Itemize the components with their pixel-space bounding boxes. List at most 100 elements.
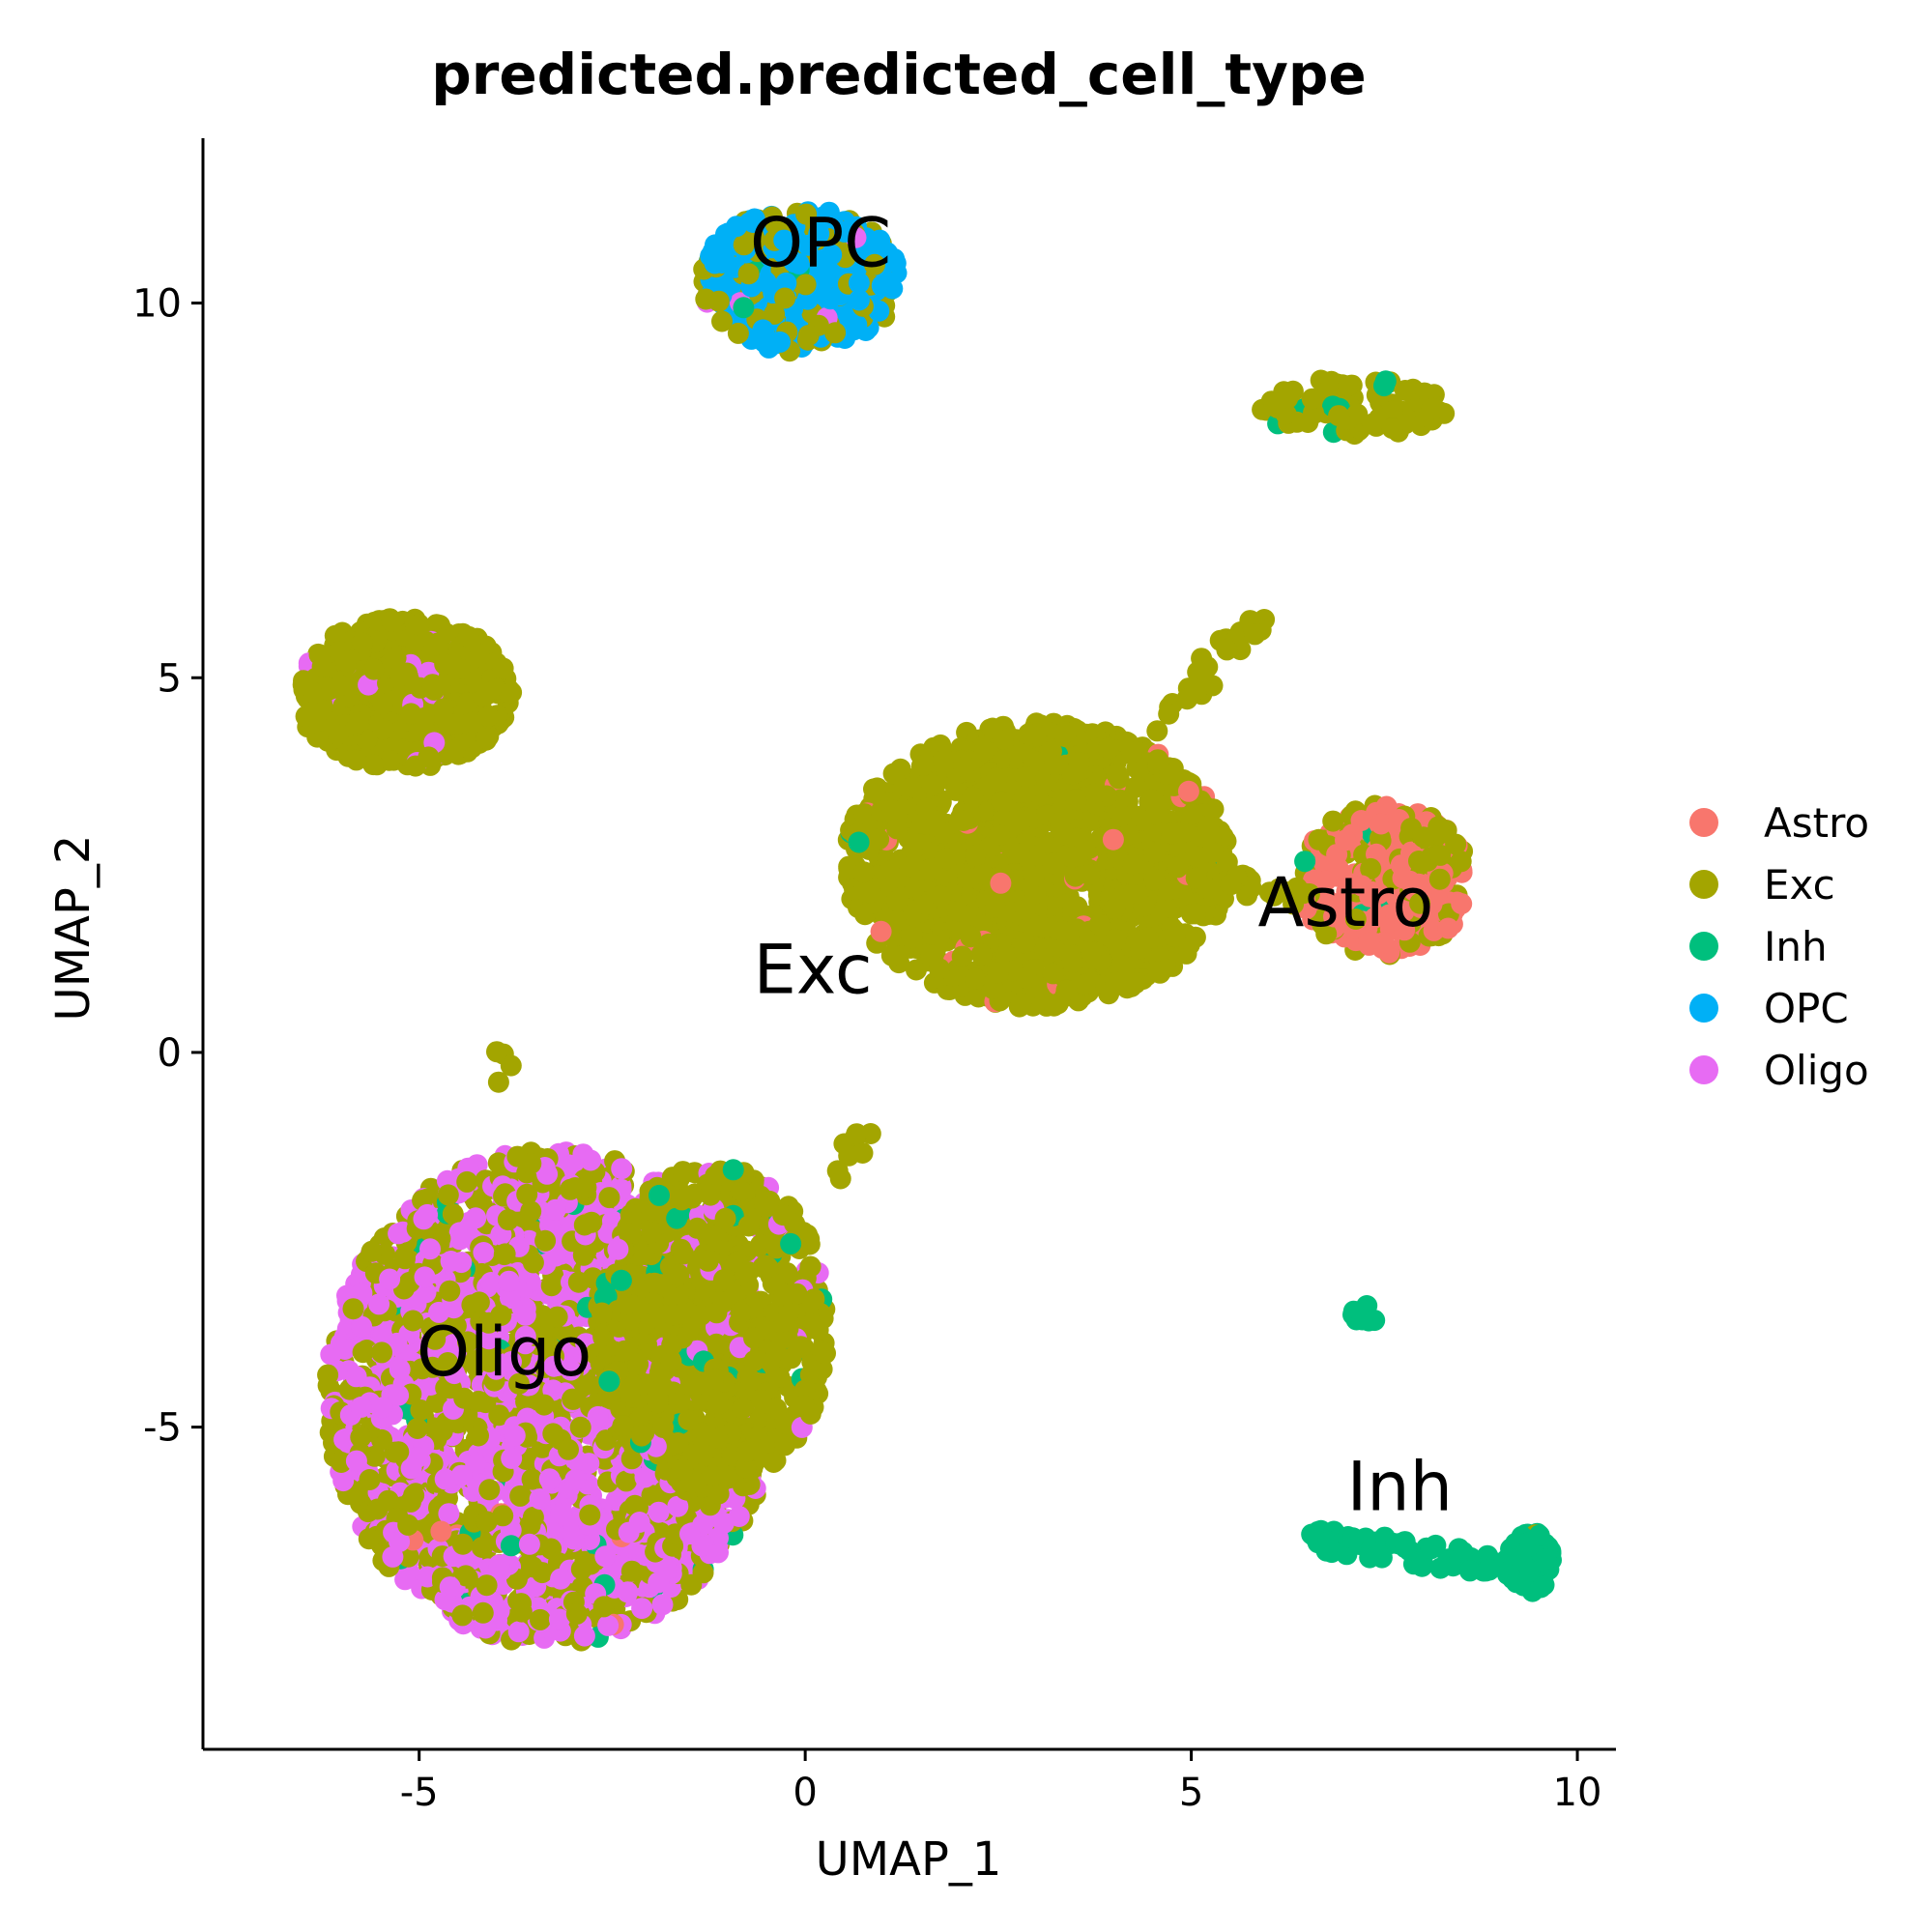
point-exc — [1015, 899, 1037, 921]
point-oligo — [465, 1207, 487, 1229]
point-exc — [521, 1556, 543, 1578]
point-exc — [1421, 397, 1443, 419]
point-opc — [848, 289, 870, 311]
point-exc — [616, 1470, 637, 1492]
point-astro — [1335, 829, 1356, 851]
point-opc — [752, 319, 774, 341]
point-inh — [1373, 375, 1395, 397]
point-exc — [1023, 866, 1045, 888]
point-exc — [957, 867, 979, 889]
point-exc — [1105, 971, 1127, 993]
point-exc — [1184, 845, 1206, 867]
point-astro — [1437, 917, 1459, 939]
point-exc — [334, 650, 357, 673]
point-astro — [870, 920, 892, 942]
point-opc — [821, 244, 843, 266]
point-oligo — [550, 1568, 572, 1590]
point-exc — [1322, 810, 1344, 832]
point-astro — [1177, 780, 1199, 802]
point-oligo — [419, 1238, 441, 1260]
point-oligo — [507, 1621, 530, 1643]
point-exc — [970, 943, 993, 966]
point-opc — [743, 208, 765, 230]
point-oligo — [389, 1358, 411, 1380]
point-exc — [620, 1560, 643, 1582]
point-exc — [1008, 843, 1030, 864]
point-exc — [774, 287, 796, 309]
point-exc — [371, 1341, 392, 1364]
point-exc — [987, 962, 1009, 984]
point-exc — [345, 749, 367, 771]
point-exc — [570, 1558, 592, 1580]
point-exc — [933, 749, 954, 771]
point-exc — [1097, 737, 1119, 760]
point-exc — [1088, 913, 1110, 936]
point-exc — [406, 1418, 428, 1439]
point-exc — [1018, 723, 1040, 745]
point-astro — [1102, 828, 1124, 851]
point-exc — [1042, 963, 1064, 985]
point-exc — [886, 818, 908, 840]
point-exc — [362, 658, 385, 680]
point-exc — [737, 263, 760, 285]
point-astro — [430, 1520, 452, 1543]
point-exc — [381, 610, 403, 632]
point-exc — [1301, 388, 1323, 410]
point-exc — [960, 926, 982, 948]
point-exc — [293, 670, 314, 692]
point-exc — [347, 711, 369, 734]
point-exc — [794, 274, 817, 296]
point-exc — [317, 1364, 339, 1386]
point-exc — [477, 706, 500, 727]
point-exc — [1060, 846, 1082, 868]
point-exc — [540, 1275, 562, 1297]
point-exc — [1105, 928, 1127, 950]
point-exc — [1061, 951, 1083, 973]
point-opc — [846, 314, 868, 336]
point-exc — [478, 1479, 501, 1501]
point-exc — [378, 749, 400, 771]
point-exc — [692, 1562, 714, 1584]
point-exc — [1381, 418, 1403, 440]
point-exc — [965, 967, 986, 990]
point-oligo — [498, 1270, 520, 1292]
point-exc — [912, 754, 935, 776]
point-exc — [1320, 373, 1342, 395]
point-exc — [567, 1271, 590, 1293]
point-exc — [733, 234, 755, 256]
point-exc — [533, 1394, 555, 1416]
point-exc — [529, 1608, 551, 1630]
point-exc — [397, 1514, 419, 1536]
point-exc — [1010, 993, 1032, 1015]
point-exc — [930, 884, 952, 907]
point-exc — [986, 766, 1008, 789]
point-exc — [797, 325, 820, 346]
point-exc — [764, 303, 786, 325]
point-exc — [1450, 851, 1472, 873]
point-exc — [592, 1596, 615, 1618]
data-points — [292, 201, 1562, 1652]
point-exc — [1120, 741, 1142, 764]
point-exc — [1338, 375, 1360, 397]
point-oligo — [345, 1450, 367, 1472]
point-opc — [848, 272, 870, 294]
point-oligo — [440, 1251, 462, 1272]
point-exc — [1275, 403, 1297, 425]
point-astro — [1451, 893, 1473, 915]
point-exc — [1277, 388, 1299, 410]
point-exc — [929, 958, 950, 980]
point-oligo — [448, 1222, 471, 1244]
point-oligo — [501, 1447, 523, 1469]
point-exc — [886, 890, 908, 912]
point-exc — [442, 1203, 464, 1226]
point-exc — [311, 655, 333, 678]
point-exc — [711, 310, 733, 332]
point-exc — [1346, 403, 1369, 425]
point-exc — [1033, 916, 1055, 938]
point-exc — [1043, 995, 1065, 1017]
point-exc — [418, 746, 440, 768]
point-exc — [1143, 869, 1166, 891]
point-exc — [965, 845, 987, 867]
point-exc — [400, 703, 422, 725]
